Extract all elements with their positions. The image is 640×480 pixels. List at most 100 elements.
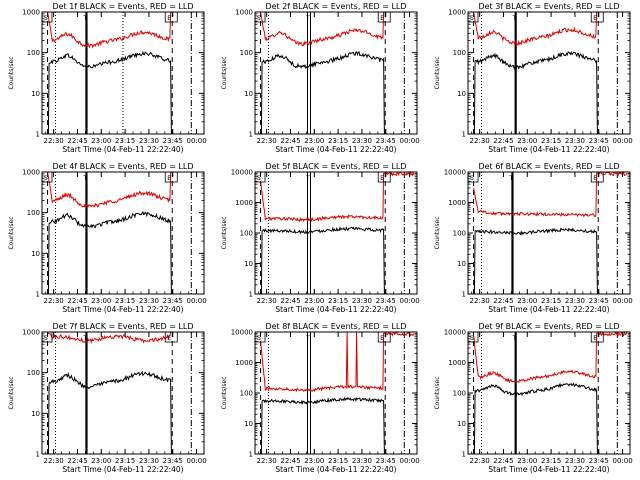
panel-8-frame bbox=[254, 331, 418, 455]
panel-9-frame bbox=[467, 331, 631, 455]
panel-3-corner-label: S bbox=[470, 15, 474, 22]
panel-5-y-tick-label: 1 bbox=[249, 291, 253, 299]
panel-4-series-events bbox=[47, 210, 173, 295]
panel-9-y-tick-label: 1000 bbox=[448, 359, 466, 367]
panel-2-x-tick-label: 23:15 bbox=[328, 137, 348, 145]
panel-6-x-tick-label: 23:45 bbox=[589, 297, 609, 305]
panel-9-y-axis-label: Counts/sec bbox=[434, 376, 441, 409]
panel-5-title: Det 5f BLACK = Events, RED = LLD bbox=[265, 162, 406, 171]
panel-1: Det 1f BLACK = Events, RED = LLD S T E 1 10 10… bbox=[8, 2, 207, 154]
panel-7-series-events bbox=[47, 370, 173, 455]
panel-2-y-tick-label: 100 bbox=[240, 49, 253, 57]
panel-2-corner-box bbox=[377, 11, 391, 23]
panel-9-x-tick-label: 23:30 bbox=[565, 457, 585, 465]
panel-1-x-tick-label: 22:45 bbox=[67, 137, 87, 145]
panel-6-corner-label: E bbox=[593, 175, 597, 182]
panel-7: Det 7f BLACK = Events, RED = LLD S T E 1 10 10… bbox=[8, 322, 207, 474]
panel-9-series-lld bbox=[473, 330, 628, 384]
panel-5-frame bbox=[254, 171, 418, 295]
panel-5-y-tick-label: 100 bbox=[240, 230, 253, 238]
panel-5-series-events bbox=[260, 226, 386, 295]
panel-1-corner-box bbox=[164, 11, 178, 23]
panel-3-x-tick-label: 22:45 bbox=[493, 137, 513, 145]
panel-2-corner-label: S bbox=[257, 15, 261, 22]
panel-1-y-tick-label: 100 bbox=[27, 49, 40, 57]
panel-7-x-tick-label: 23:00 bbox=[91, 457, 111, 465]
panel-6-y-tick-label: 1 bbox=[462, 291, 466, 299]
panel-1-y-tick-label: 1000 bbox=[22, 9, 40, 17]
panel-2-frame bbox=[254, 11, 418, 135]
panel-4-x-tick-label: 23:15 bbox=[115, 297, 135, 305]
panel-5-x-tick-label: 23:30 bbox=[352, 297, 372, 305]
panel-7-x-tick-label: 22:45 bbox=[67, 457, 87, 465]
panel-1-y-tick-label: 10 bbox=[31, 90, 40, 98]
panel-7-series-lld bbox=[47, 331, 173, 345]
panel-6-y-tick-label: 1000 bbox=[448, 199, 466, 207]
panel-2-y-tick-label: 10 bbox=[244, 90, 253, 98]
panel-2-x-tick-label: 00:00 bbox=[399, 137, 419, 145]
panel-4-y-tick-label: 1000 bbox=[22, 169, 40, 177]
panel-4-x-tick-label: 23:00 bbox=[91, 297, 111, 305]
panel-4-x-tick-label: 22:30 bbox=[44, 297, 64, 305]
panel-8-x-tick-label: 00:00 bbox=[399, 457, 419, 465]
panel-2-x-axis-label: Start Time (04-Feb-11 22:22:40) bbox=[275, 145, 396, 154]
panel-8: Det 8f BLACK = Events, RED = LLD S T E 1 10 10… bbox=[221, 322, 420, 474]
panel-7-corner-label: T bbox=[82, 335, 87, 342]
panel-9-x-tick-label: 23:00 bbox=[517, 457, 537, 465]
panel-1-title: Det 1f BLACK = Events, RED = LLD bbox=[52, 2, 193, 11]
panel-1-corner-label: T bbox=[82, 15, 87, 22]
panel-4-series-lld bbox=[47, 171, 173, 209]
panel-5-y-tick-label: 1000 bbox=[235, 199, 253, 207]
panel-1-series-events bbox=[47, 50, 173, 135]
panel-1-corner-label: E bbox=[167, 15, 171, 22]
panel-5-x-tick-label: 22:45 bbox=[280, 297, 300, 305]
panel-2-x-tick-label: 23:00 bbox=[304, 137, 324, 145]
panel-5-corner-label: T bbox=[305, 175, 310, 182]
panel-9-x-tick-label: 22:45 bbox=[493, 457, 513, 465]
panel-3: Det 3f BLACK = Events, RED = LLD S T E 1 10 10… bbox=[434, 2, 633, 154]
panel-2-y-tick-label: 1000 bbox=[235, 9, 253, 17]
panel-9-corner-label: S bbox=[470, 335, 474, 342]
panel-8-series-events bbox=[260, 396, 386, 455]
panel-4-x-tick-label: 00:00 bbox=[186, 297, 206, 305]
panel-3-x-tick-label: 23:00 bbox=[517, 137, 537, 145]
panel-1-x-tick-label: 00:00 bbox=[186, 137, 206, 145]
panel-5-corner-label: E bbox=[380, 175, 384, 182]
panel-7-y-tick-label: 10 bbox=[31, 410, 40, 418]
panel-2-series-lld bbox=[260, 11, 386, 47]
panel-8-corner-box bbox=[377, 331, 391, 343]
panel-1-x-tick-label: 23:15 bbox=[115, 137, 135, 145]
panel-2-y-axis-label: Counts/sec bbox=[221, 56, 228, 89]
panel-4-corner-label: E bbox=[167, 175, 171, 182]
panel-6-x-tick-label: 22:30 bbox=[470, 297, 490, 305]
panel-2-x-tick-label: 23:45 bbox=[376, 137, 396, 145]
panel-3-corner-label: E bbox=[593, 15, 597, 22]
panel-6: Det 6f BLACK = Events, RED = LLD S T E 1 10 10… bbox=[434, 162, 633, 314]
panel-7-x-tick-label: 00:00 bbox=[186, 457, 206, 465]
panel-3-title: Det 3f BLACK = Events, RED = LLD bbox=[478, 2, 619, 11]
panel-5-corner-label: S bbox=[257, 175, 261, 182]
panel-4-y-tick-label: 1 bbox=[36, 291, 40, 299]
panel-4-x-tick-label: 22:45 bbox=[67, 297, 87, 305]
panel-8-corner-label: T bbox=[305, 335, 310, 342]
panel-8-x-tick-label: 23:45 bbox=[376, 457, 396, 465]
panel-8-corner-label: S bbox=[257, 335, 261, 342]
panel-3-x-tick-label: 23:45 bbox=[589, 137, 609, 145]
panel-7-corner-label: S bbox=[44, 335, 48, 342]
panel-6-corner-label: T bbox=[508, 175, 513, 182]
panel-4-x-tick-label: 23:45 bbox=[163, 297, 183, 305]
panel-1-corner-label: S bbox=[44, 15, 48, 22]
panel-2-series-events bbox=[260, 51, 386, 135]
panel-9-x-tick-label: 23:45 bbox=[589, 457, 609, 465]
panel-1-x-axis-label: Start Time (04-Feb-11 22:22:40) bbox=[62, 145, 183, 154]
panel-2-x-tick-label: 23:30 bbox=[352, 137, 372, 145]
panel-6-x-tick-label: 00:00 bbox=[612, 297, 632, 305]
panel-1-x-tick-label: 23:45 bbox=[163, 137, 183, 145]
panel-8-corner-label: E bbox=[380, 335, 384, 342]
panel-9: Det 9f BLACK = Events, RED = LLD S T E 1 10 10… bbox=[434, 322, 633, 474]
panel-3-y-tick-label: 1 bbox=[462, 131, 466, 139]
panel-9-title: Det 9f BLACK = Events, RED = LLD bbox=[478, 322, 619, 331]
panel-6-y-tick-label: 10000 bbox=[444, 169, 466, 177]
panel-1-y-axis-label: Counts/sec bbox=[8, 56, 15, 89]
panel-5-corner-box bbox=[377, 171, 391, 183]
